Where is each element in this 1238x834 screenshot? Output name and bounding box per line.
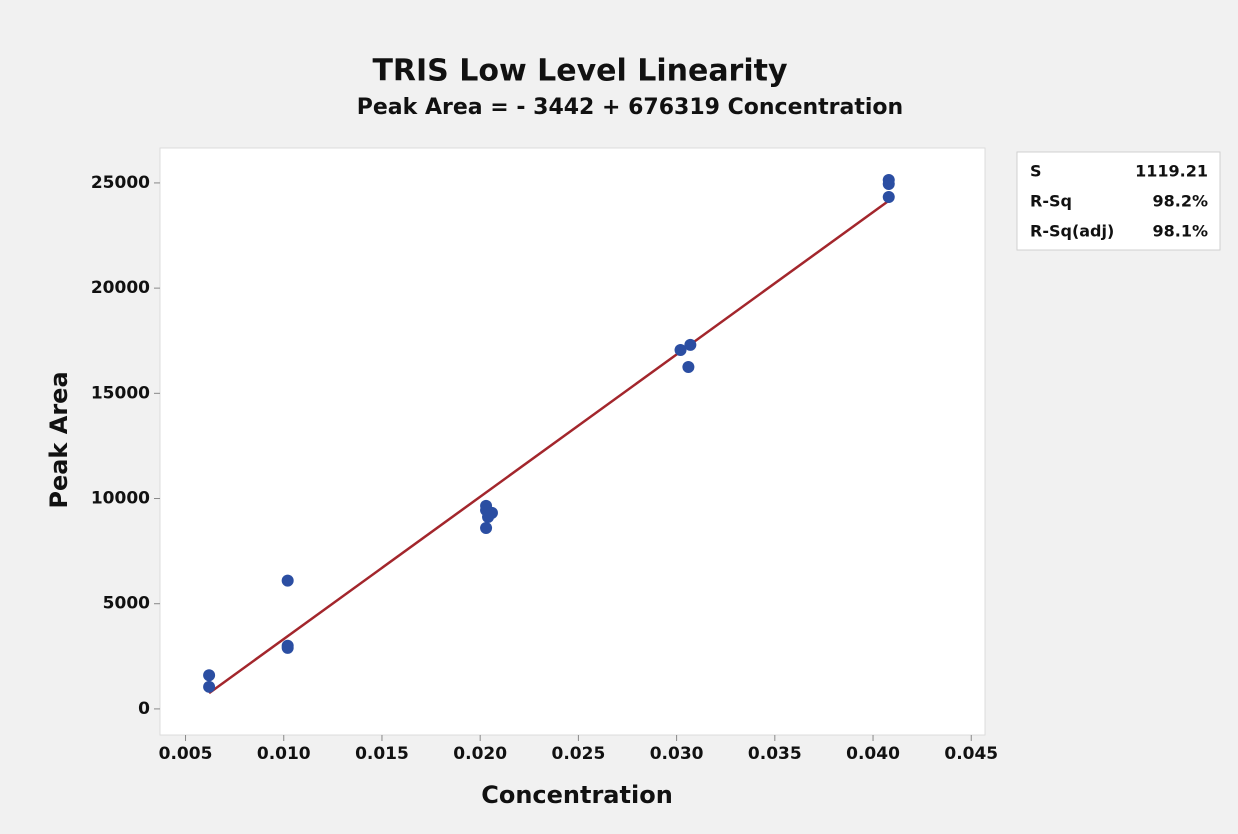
stats-label: R-Sq(adj) [1030, 222, 1114, 241]
data-point [480, 521, 493, 534]
x-axis-label: Concentration [481, 781, 673, 809]
x-tick-label: 0.035 [748, 744, 802, 764]
fit-line [208, 199, 890, 695]
x-tick-label: 0.010 [257, 744, 311, 764]
x-tick-label: 0.005 [159, 744, 213, 764]
data-point [684, 338, 697, 351]
x-tick-label: 0.045 [944, 744, 998, 764]
data-point [882, 191, 895, 204]
data-point [485, 506, 498, 519]
y-tick-label: 20000 [91, 278, 150, 298]
chart-subtitle: Peak Area = - 3442 + 676319 Concentratio… [357, 95, 903, 120]
y-tick-label: 10000 [91, 489, 150, 509]
x-tick-label: 0.030 [650, 744, 704, 764]
x-tick-label: 0.040 [846, 744, 900, 764]
y-axis-label: Peak Area [45, 371, 73, 508]
y-tick-label: 25000 [91, 173, 150, 193]
data-point [674, 343, 687, 356]
stats-value: 98.2% [1152, 192, 1208, 211]
stats-value: 1119.21 [1135, 162, 1208, 181]
stats-label: S [1030, 162, 1042, 181]
x-tick-label: 0.015 [355, 744, 409, 764]
data-point [203, 680, 216, 693]
data-point [682, 361, 695, 374]
chart-title: TRIS Low Level Linearity [372, 54, 788, 89]
y-tick-label: 15000 [91, 383, 150, 403]
y-tick-label: 0 [138, 699, 150, 719]
stats-box [1016, 151, 1221, 251]
y-tick-label: 5000 [103, 594, 150, 614]
plot-area [159, 147, 986, 736]
x-tick-label: 0.020 [453, 744, 507, 764]
data-point [281, 641, 294, 654]
data-point [203, 669, 216, 682]
x-tick-label: 0.025 [552, 744, 606, 764]
stats-label: R-Sq [1030, 192, 1072, 211]
data-point [281, 574, 294, 587]
stats-value: 98.1% [1152, 222, 1208, 241]
data-point [882, 177, 895, 190]
